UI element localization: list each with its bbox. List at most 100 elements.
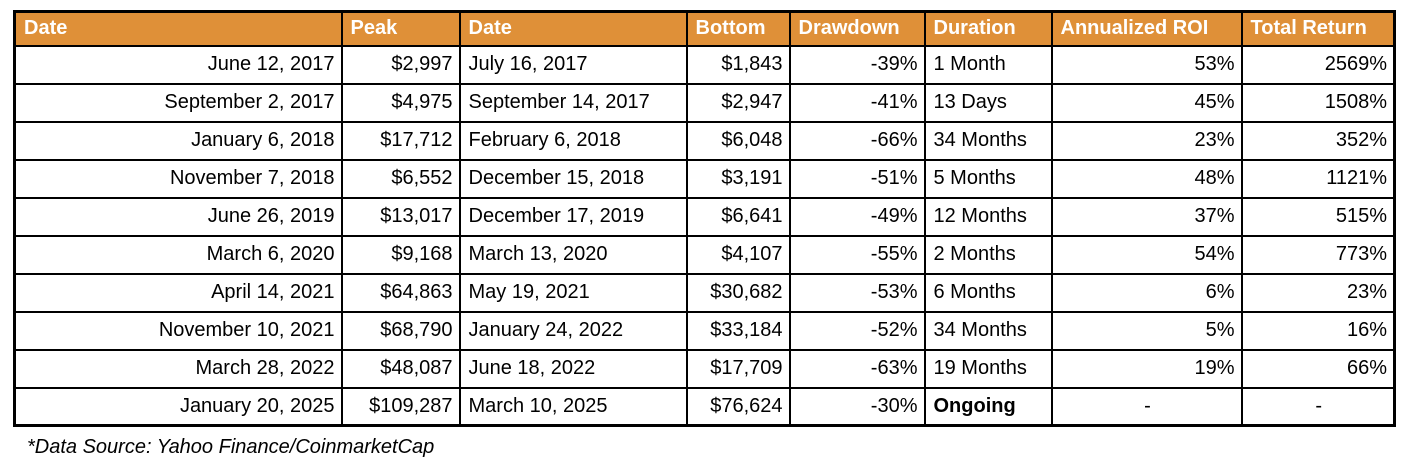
table-cell: 66% [1240,348,1396,389]
table-cell: -41% [788,82,926,123]
table-row: November 7, 2018 $6,552 December 15, 2018 $… [13,158,1396,199]
table-row: April 14, 2021 $64,863 May 19, 2021 $30,682… [13,272,1396,313]
drawdown-table: Date Peak Date Bottom Drawdown Duration Annual… [13,10,1396,427]
table-cell: March 28, 2022 [13,348,343,389]
table-cell: $33,184 [685,310,791,351]
table-cell: -53% [788,272,926,313]
table-cell: 6 Months [923,272,1053,313]
table-cell: September 14, 2017 [458,82,688,123]
table-cell: $30,682 [685,272,791,313]
table-cell: $109,287 [340,386,461,427]
table-cell: December 15, 2018 [458,158,688,199]
column-header-date: Date [458,10,688,47]
table-row: September 2, 2017 $4,975 September 14, 201… [13,82,1396,123]
table-row: June 26, 2019 $13,017 December 17, 2019 $6,… [13,196,1396,237]
table-row: January 6, 2018 $17,712 February 6, 2018 $6… [13,120,1396,161]
table-cell: June 12, 2017 [13,44,343,85]
column-header-drawdown: Drawdown [788,10,926,47]
table-cell: $2,947 [685,82,791,123]
table-cell: $9,168 [340,234,461,275]
table-cell: $13,017 [340,196,461,237]
table-cell: 19% [1050,348,1243,389]
table-cell: March 13, 2020 [458,234,688,275]
table-cell: 1508% [1240,82,1396,123]
table-cell: 34 Months [923,120,1053,161]
table-cell: $2,997 [340,44,461,85]
table-cell: May 19, 2021 [458,272,688,313]
table-cell: $17,709 [685,348,791,389]
table-cell: 2 Months [923,234,1053,275]
column-header-bottom: Bottom [685,10,791,47]
table-cell: -51% [788,158,926,199]
column-header-annualized-roi: Annualized ROI [1050,10,1243,47]
table-cell: November 10, 2021 [13,310,343,351]
table-cell: 23% [1240,272,1396,313]
table-cell: -66% [788,120,926,161]
column-header-peak: Peak [340,10,461,47]
table-cell: April 14, 2021 [13,272,343,313]
table-cell: 34 Months [923,310,1053,351]
header-row: Date Peak Date Bottom Drawdown Duration Annual… [13,10,1396,47]
table-cell: November 7, 2018 [13,158,343,199]
column-header-duration: Duration [923,10,1053,47]
table-cell: -55% [788,234,926,275]
table-cell: 5% [1050,310,1243,351]
table-cell: $4,107 [685,234,791,275]
table-cell: Ongoing [923,386,1053,427]
table-cell: January 6, 2018 [13,120,343,161]
table-cell: 12 Months [923,196,1053,237]
table-cell: 6% [1050,272,1243,313]
table-cell: 54% [1050,234,1243,275]
table-cell: 48% [1050,158,1243,199]
table-cell: January 24, 2022 [458,310,688,351]
table-cell: March 10, 2025 [458,386,688,427]
table-cell: June 18, 2022 [458,348,688,389]
table-cell: -30% [788,386,926,427]
table-cell: 13 Days [923,82,1053,123]
table-cell: $17,712 [340,120,461,161]
table-cell: 5 Months [923,158,1053,199]
table-cell: $1,843 [685,44,791,85]
table-cell: 1121% [1240,158,1396,199]
table-cell: 37% [1050,196,1243,237]
table-cell: -39% [788,44,926,85]
table-cell: 45% [1050,82,1243,123]
table-cell: $4,975 [340,82,461,123]
table-cell: 2569% [1240,44,1396,85]
table-cell: 515% [1240,196,1396,237]
table-cell: 773% [1240,234,1396,275]
table-cell: 23% [1050,120,1243,161]
table-cell: - [1240,386,1396,427]
table-cell: $6,048 [685,120,791,161]
column-header-date: Date [13,10,343,47]
table-cell: 19 Months [923,348,1053,389]
table-cell: June 26, 2019 [13,196,343,237]
table-cell: September 2, 2017 [13,82,343,123]
table-cell: -63% [788,348,926,389]
table-cell: $6,552 [340,158,461,199]
table-row: March 28, 2022 $48,087 June 18, 2022 $17,70… [13,348,1396,389]
column-header-total-return: Total Return [1240,10,1396,47]
table-cell: 16% [1240,310,1396,351]
table-cell: $64,863 [340,272,461,313]
table-cell: 1 Month [923,44,1053,85]
table-cell: July 16, 2017 [458,44,688,85]
table-cell: March 6, 2020 [13,234,343,275]
table-row: June 12, 2017 $2,997 July 16, 2017 $1,843 -3… [13,44,1396,85]
table-row: January 20, 2025 $109,287 March 10, 2025 $7… [13,386,1396,427]
table-cell: -52% [788,310,926,351]
data-source-note: *Data Source: Yahoo Finance/CoinmarketCa… [27,436,435,458]
table-cell: - [1050,386,1243,427]
table-cell: 352% [1240,120,1396,161]
table-cell: $3,191 [685,158,791,199]
table-cell: February 6, 2018 [458,120,688,161]
table-cell: $76,624 [685,386,791,427]
table-cell: $48,087 [340,348,461,389]
table-row: March 6, 2020 $9,168 March 13, 2020 $4,107-… [13,234,1396,275]
table-cell: January 20, 2025 [13,386,343,427]
table-row: November 10, 2021 $68,790 January 24, 2022… [13,310,1396,351]
table-cell: 53% [1050,44,1243,85]
table-cell: $68,790 [340,310,461,351]
table-cell: $6,641 [685,196,791,237]
